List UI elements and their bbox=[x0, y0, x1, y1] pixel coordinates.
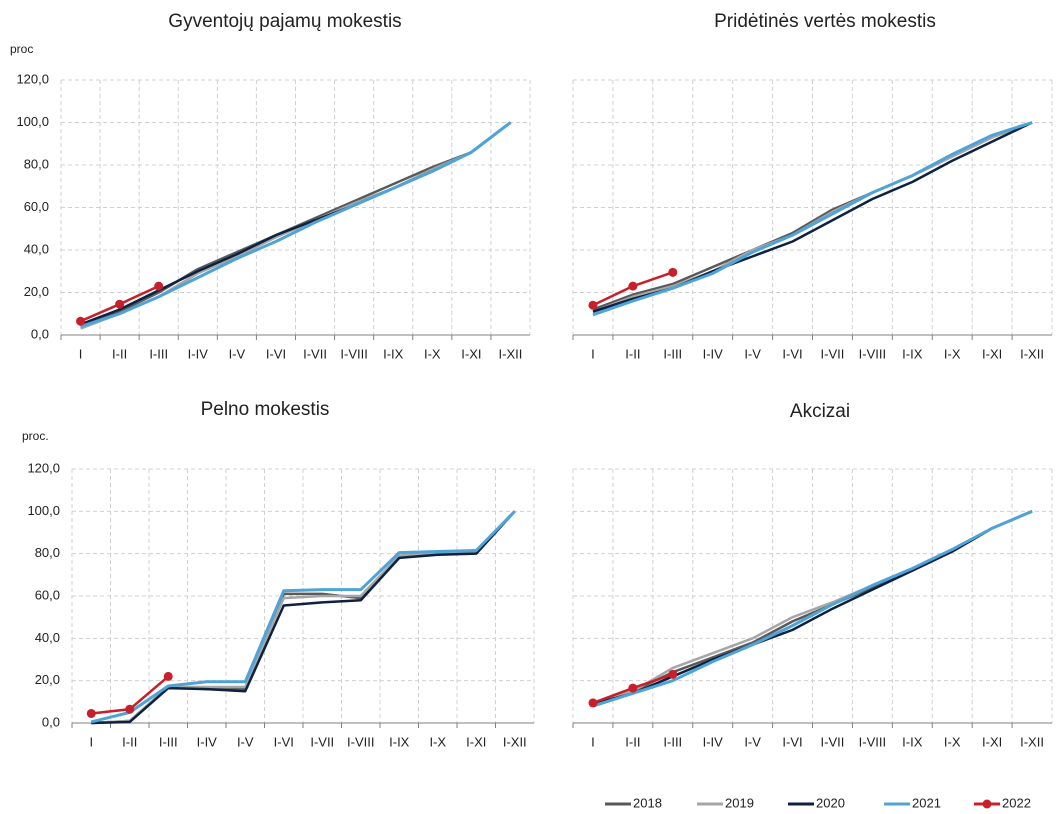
legend-label: 2022 bbox=[1002, 795, 1031, 810]
x-tick-label: I-X bbox=[944, 734, 961, 749]
series-line bbox=[90, 510, 516, 724]
y-axis-label: proc bbox=[10, 42, 33, 56]
y-tick-label: 120,0 bbox=[27, 460, 60, 475]
x-tick-label: I-IX bbox=[902, 346, 923, 361]
x-tick-label: I-II bbox=[625, 734, 640, 749]
x-tick-label: I-II bbox=[112, 346, 127, 361]
x-tick-label: I-XI bbox=[466, 734, 486, 749]
series-marker bbox=[668, 267, 678, 277]
x-tick-label: I-VIII bbox=[859, 346, 886, 361]
y-tick-label: 100,0 bbox=[16, 114, 49, 129]
y-tick-label: 120,0 bbox=[16, 71, 49, 86]
series-marker bbox=[628, 683, 638, 693]
x-tick-label: I-XI bbox=[982, 346, 1002, 361]
series-marker bbox=[86, 708, 96, 718]
y-tick-label: 40,0 bbox=[24, 241, 49, 256]
x-tick-label: I-IV bbox=[703, 346, 724, 361]
x-tick-label: I-X bbox=[944, 346, 961, 361]
y-tick-label: 60,0 bbox=[24, 199, 49, 214]
x-tick-label: I-II bbox=[625, 346, 640, 361]
series-marker bbox=[628, 281, 638, 291]
y-tick-label: 80,0 bbox=[24, 156, 49, 171]
y-tick-label: 20,0 bbox=[24, 284, 49, 299]
x-tick-label: I-VI bbox=[274, 734, 294, 749]
x-tick-label: I-XI bbox=[982, 734, 1002, 749]
legend-marker bbox=[982, 799, 992, 809]
x-tick-label: I-III bbox=[159, 734, 178, 749]
x-tick-label: I-V bbox=[229, 346, 246, 361]
x-tick-label: I-VII bbox=[821, 346, 845, 361]
chart-title: Gyventojų pajamų mokestis bbox=[168, 11, 401, 32]
series-line bbox=[592, 509, 1033, 708]
x-tick-label: I-IX bbox=[902, 734, 923, 749]
y-axis-label: proc. bbox=[22, 429, 49, 443]
x-tick-label: I-IV bbox=[197, 734, 218, 749]
series-line bbox=[592, 121, 1033, 317]
x-tick-label: I-IV bbox=[188, 346, 209, 361]
x-tick-label: I-XI bbox=[461, 346, 481, 361]
series-marker bbox=[588, 300, 598, 310]
y-tick-label: 20,0 bbox=[35, 672, 60, 687]
x-tick-label: I-VI bbox=[782, 734, 802, 749]
y-tick-label: 100,0 bbox=[27, 503, 60, 518]
series-line bbox=[91, 510, 516, 725]
y-tick-label: 80,0 bbox=[35, 545, 60, 560]
series-marker bbox=[125, 704, 135, 714]
x-tick-label: I-V bbox=[744, 346, 761, 361]
x-tick-label: I-VII bbox=[303, 346, 327, 361]
x-tick-label: I-III bbox=[663, 734, 682, 749]
x-tick-label: I-X bbox=[429, 734, 446, 749]
series-marker bbox=[588, 698, 598, 708]
series-line bbox=[80, 121, 512, 328]
chart-title: Akcizai bbox=[790, 401, 850, 422]
x-tick-label: I-VII bbox=[310, 734, 334, 749]
x-tick-label: I bbox=[79, 346, 83, 361]
legend-label: 2021 bbox=[912, 795, 941, 810]
series-marker bbox=[163, 671, 173, 681]
series-marker bbox=[76, 316, 86, 326]
x-tick-label: I-VIII bbox=[340, 346, 367, 361]
legend-label: 2020 bbox=[816, 795, 845, 810]
x-tick-label: I-II bbox=[122, 734, 137, 749]
x-tick-label: I-VIII bbox=[347, 734, 374, 749]
x-tick-label: I-IX bbox=[383, 346, 404, 361]
y-tick-label: 0,0 bbox=[42, 714, 60, 729]
x-tick-label: I bbox=[591, 734, 595, 749]
x-tick-label: I-VIII bbox=[859, 734, 886, 749]
x-tick-label: I-VI bbox=[266, 346, 286, 361]
x-tick-label: I-X bbox=[424, 346, 441, 361]
series-marker bbox=[668, 669, 678, 679]
series-line bbox=[592, 510, 1033, 706]
x-tick-label: I-XII bbox=[1020, 346, 1044, 361]
y-tick-label: 60,0 bbox=[35, 587, 60, 602]
x-tick-label: I-VI bbox=[782, 346, 802, 361]
x-tick-label: I bbox=[89, 734, 93, 749]
y-tick-label: 40,0 bbox=[35, 630, 60, 645]
x-tick-label: I-V bbox=[744, 734, 761, 749]
x-tick-label: I-IX bbox=[389, 734, 410, 749]
x-tick-label: I-III bbox=[149, 346, 168, 361]
x-tick-label: I bbox=[591, 346, 595, 361]
legend-label: 2018 bbox=[633, 795, 662, 810]
legend-label: 2019 bbox=[725, 795, 754, 810]
x-tick-label: I-XII bbox=[499, 346, 523, 361]
x-tick-label: I-VII bbox=[821, 734, 845, 749]
x-tick-label: I-III bbox=[663, 346, 682, 361]
series-marker bbox=[154, 281, 164, 291]
chart-title: Pridėtinės vertės mokestis bbox=[714, 11, 936, 32]
x-tick-label: I-IV bbox=[703, 734, 724, 749]
series-marker bbox=[115, 299, 125, 309]
y-tick-label: 0,0 bbox=[31, 326, 49, 341]
x-tick-label: I-XII bbox=[1020, 734, 1044, 749]
chart-title: Pelno mokestis bbox=[201, 399, 330, 420]
x-tick-label: I-XII bbox=[503, 734, 527, 749]
x-tick-label: I-V bbox=[237, 734, 254, 749]
